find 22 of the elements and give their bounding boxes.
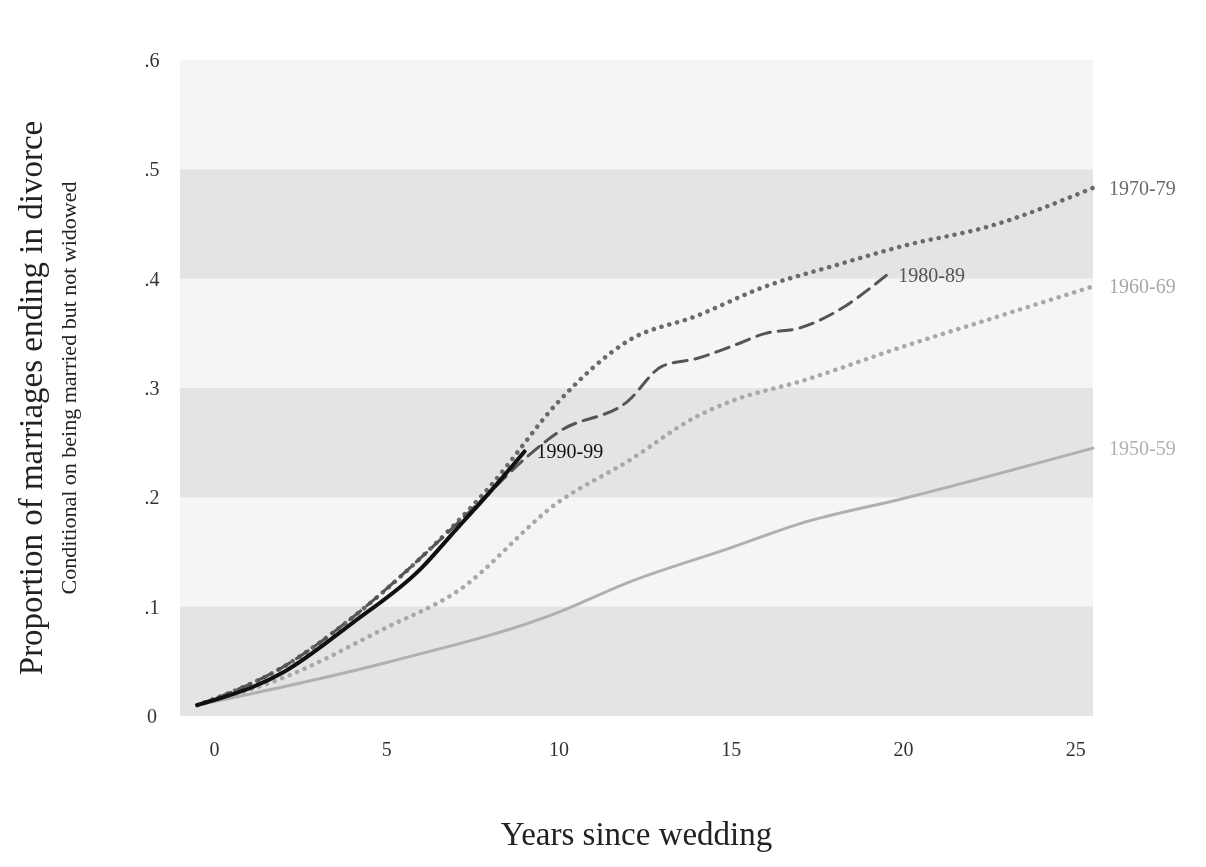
x-tick-label: 0 bbox=[209, 738, 220, 760]
x-tick-label: 10 bbox=[548, 738, 569, 760]
x-tick-label: 20 bbox=[893, 738, 914, 760]
series-label: 1980-89 bbox=[898, 264, 965, 287]
y-tick-label: .5 bbox=[144, 158, 160, 181]
series-label: 1950-59 bbox=[1109, 437, 1176, 460]
x-tick-label: 25 bbox=[1065, 738, 1086, 760]
text: Conditional on being married but not widowed bbox=[56, 181, 81, 595]
x-tick-label: 15 bbox=[721, 738, 742, 760]
y-tick-label: .1 bbox=[144, 595, 160, 618]
y-axis-title: Proportion of marriages ending in divorce bbox=[13, 120, 49, 676]
y-tick-label: .6 bbox=[144, 49, 160, 71]
y-tick-label: 0 bbox=[147, 705, 157, 727]
y-tick-label: .2 bbox=[144, 486, 160, 509]
series-label: 1970-79 bbox=[1109, 176, 1176, 199]
x-tick-label: 5 bbox=[381, 738, 392, 760]
series-label: 1960-69 bbox=[1109, 275, 1176, 298]
x-axis-title: Years since wedding bbox=[500, 816, 773, 852]
line-series bbox=[195, 449, 527, 708]
y-tick-label: .3 bbox=[144, 377, 160, 399]
y-tick-label: .4 bbox=[144, 267, 160, 290]
series-label: 1990-99 bbox=[536, 440, 604, 463]
